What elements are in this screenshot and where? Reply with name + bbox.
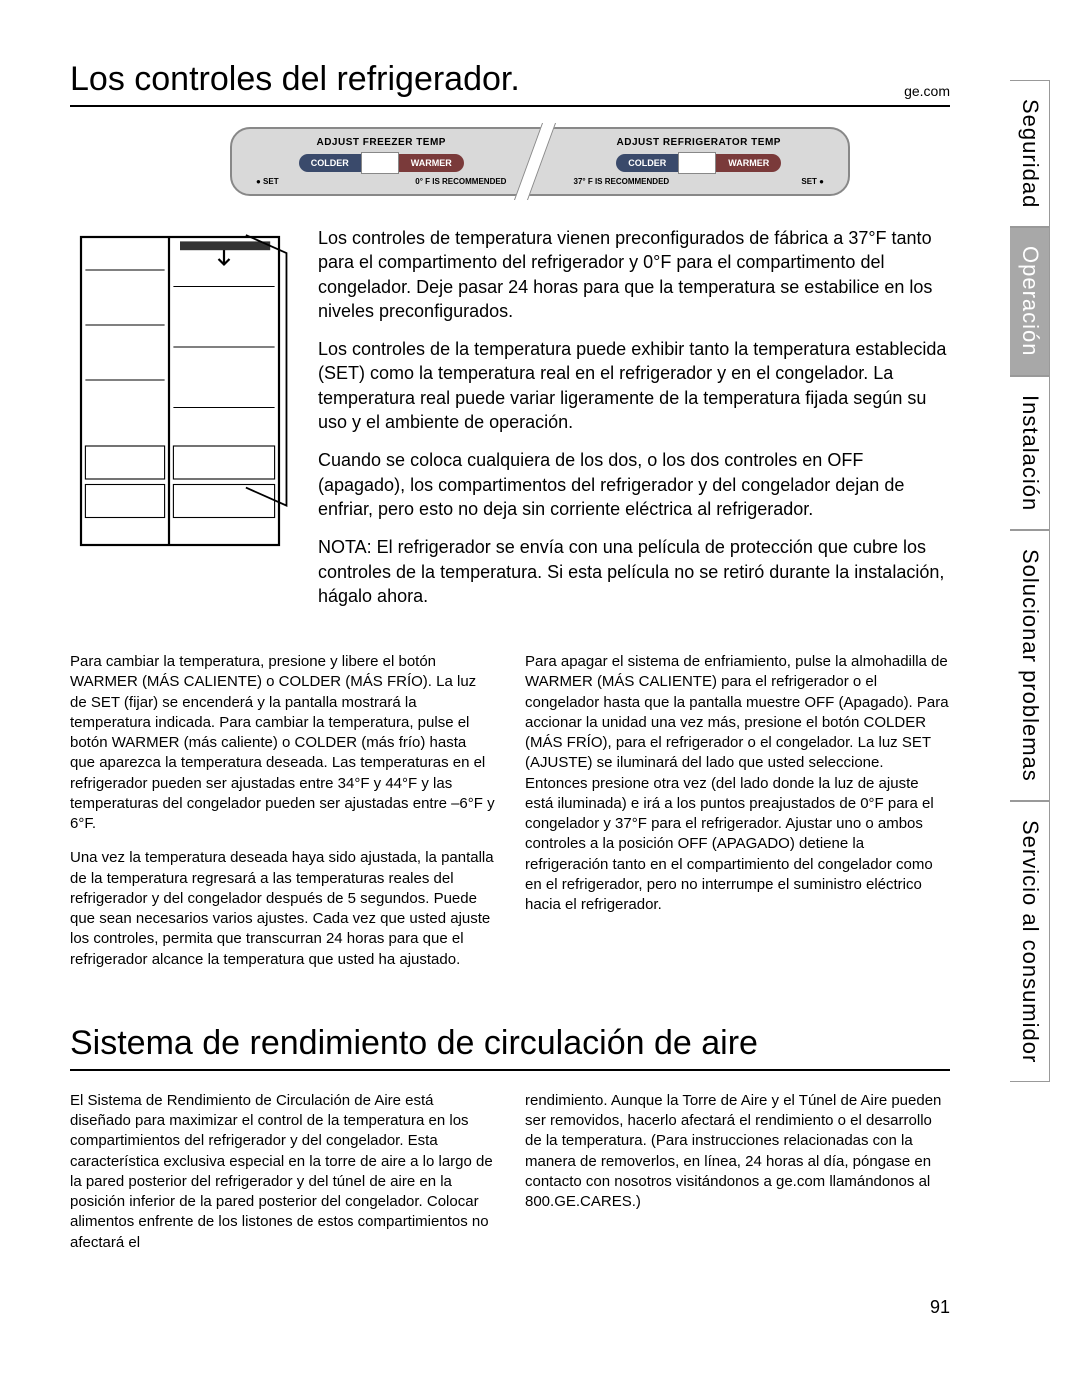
tab-servicio[interactable]: Servicio al consumidor — [1010, 801, 1050, 1082]
freezer-panel: ADJUST FREEZER TEMP COLDER WARMER ● SET … — [246, 137, 516, 186]
body-right-p1: Para apagar el sistema de enfriamiento, … — [525, 652, 950, 915]
intro-p4: NOTA: El refrigerador se envía con una p… — [318, 535, 950, 608]
tab-solucionar[interactable]: Solucionar problemas — [1010, 530, 1050, 801]
fridge-title: ADJUST REFRIGERATOR TEMP — [564, 137, 834, 148]
tab-instalacion[interactable]: Instalación — [1010, 376, 1050, 530]
intro-p3: Cuando se coloca cualquiera de los dos, … — [318, 448, 950, 521]
intro-p1: Los controles de temperatura vienen prec… — [318, 226, 950, 323]
tab-operacion[interactable]: Operación — [1010, 227, 1050, 376]
body-left-p2: Una vez la temperatura deseada haya sido… — [70, 848, 495, 970]
page-number: 91 — [70, 1297, 950, 1318]
intro-p2: Los controles de la temperatura puede ex… — [318, 337, 950, 434]
page-title: Los controles del refrigerador. — [70, 60, 520, 99]
control-panel-graphic: ADJUST FREEZER TEMP COLDER WARMER ● SET … — [230, 127, 850, 196]
air-right-p1: rendimiento. Aunque la Torre de Aire y e… — [525, 1091, 950, 1213]
fridge-warmer-button[interactable]: WARMER — [716, 154, 781, 172]
freezer-colder-button[interactable]: COLDER — [299, 154, 361, 172]
section-title-air: Sistema de rendimiento de circulación de… — [70, 1024, 950, 1071]
freezer-title: ADJUST FREEZER TEMP — [246, 137, 516, 148]
freezer-recommended-label: 0° F IS RECOMMENDED — [415, 177, 506, 186]
side-tabs: Seguridad Operación Instalación Solucion… — [1010, 80, 1050, 1082]
freezer-set-label: ● SET — [256, 177, 279, 186]
fridge-colder-button[interactable]: COLDER — [616, 154, 678, 172]
freezer-warmer-button[interactable]: WARMER — [399, 154, 464, 172]
url-label: ge.com — [904, 83, 950, 99]
fridge-set-label: SET ● — [801, 177, 824, 186]
fridge-panel: ADJUST REFRIGERATOR TEMP COLDER WARMER 3… — [564, 137, 834, 186]
freezer-display — [361, 152, 399, 174]
fridge-recommended-label: 37° F IS RECOMMENDED — [574, 177, 670, 186]
air-left-p1: El Sistema de Rendimiento de Circulación… — [70, 1091, 495, 1253]
body-left-p1: Para cambiar la temperatura, presione y … — [70, 652, 495, 834]
fridge-illustration — [70, 226, 290, 622]
fridge-display — [678, 152, 716, 174]
tab-seguridad[interactable]: Seguridad — [1010, 80, 1050, 227]
